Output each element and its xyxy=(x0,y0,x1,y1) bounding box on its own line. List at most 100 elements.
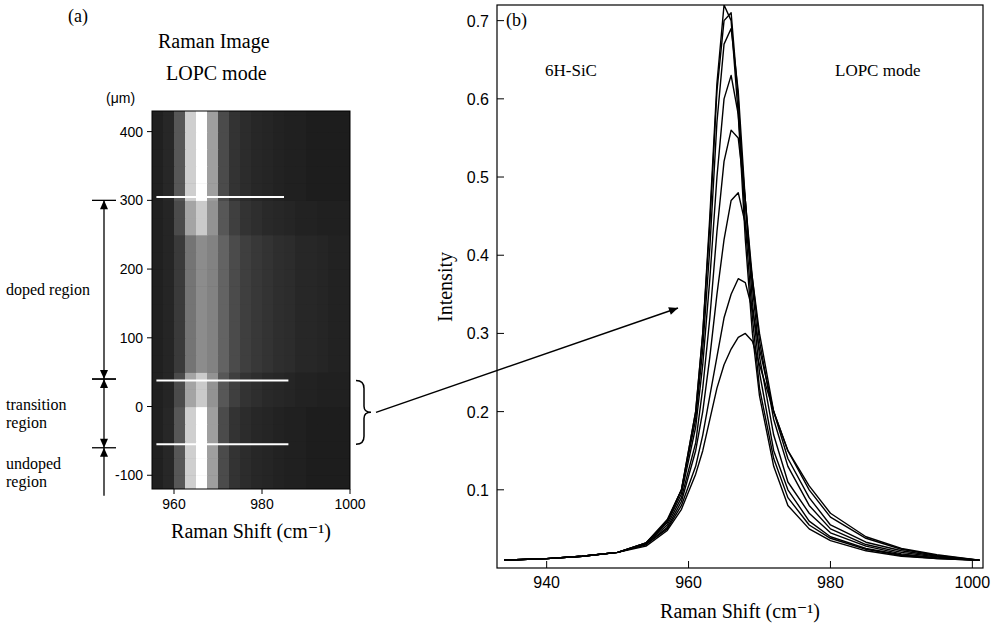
region-label-line: transition xyxy=(6,396,66,413)
image-cell xyxy=(218,200,230,218)
y-tick xyxy=(147,200,152,201)
y-tick-label: 0.7 xyxy=(467,13,489,30)
image-cell xyxy=(262,235,274,253)
image-cell xyxy=(196,475,208,489)
image-cell xyxy=(339,475,350,489)
x-tick xyxy=(350,489,351,494)
image-cell xyxy=(207,424,219,442)
image-cell xyxy=(306,111,318,115)
image-cell xyxy=(284,218,296,236)
image-cell xyxy=(284,252,296,270)
image-cell xyxy=(185,269,197,287)
image-cell xyxy=(273,286,285,304)
image-cell xyxy=(328,355,340,373)
image-cell xyxy=(262,252,274,270)
image-cell xyxy=(240,338,252,356)
image-cell xyxy=(207,269,219,287)
image-cell xyxy=(306,183,318,201)
image-cell xyxy=(339,458,350,476)
image-cell xyxy=(240,458,252,476)
image-cell xyxy=(185,235,197,253)
y-tick xyxy=(497,411,504,412)
image-cell xyxy=(218,166,230,184)
image-cell xyxy=(306,338,318,356)
image-cell xyxy=(229,149,241,167)
image-cell xyxy=(163,407,175,425)
image-cell xyxy=(295,269,307,287)
image-cell xyxy=(251,114,263,132)
image-cell xyxy=(328,252,340,270)
image-cell xyxy=(339,200,350,218)
image-cell xyxy=(262,355,274,373)
image-cell xyxy=(218,132,230,150)
image-cell xyxy=(317,149,329,167)
image-cell xyxy=(328,114,340,132)
image-cell xyxy=(229,235,241,253)
image-ground xyxy=(152,111,350,489)
image-cell xyxy=(196,458,208,476)
y-tick-label: 0.3 xyxy=(467,325,489,342)
image-cell xyxy=(273,111,285,115)
image-cell xyxy=(218,111,230,115)
image-cell xyxy=(251,286,263,304)
image-cell xyxy=(295,132,307,150)
image-cell xyxy=(251,269,263,287)
image-cell xyxy=(196,407,208,425)
image-cell xyxy=(163,303,175,321)
image-cell xyxy=(262,338,274,356)
image-cell xyxy=(295,111,307,115)
image-cell xyxy=(306,407,318,425)
pointer-arrow xyxy=(376,308,678,412)
y-tick xyxy=(497,333,504,334)
x-tick-label: 980 xyxy=(250,496,274,512)
image-cell xyxy=(207,286,219,304)
image-cell xyxy=(152,475,164,489)
image-cell xyxy=(174,252,186,270)
y-tick-label: -100 xyxy=(115,467,143,483)
image-cell xyxy=(251,321,263,339)
image-cell xyxy=(339,338,350,356)
spectrum-line xyxy=(504,279,979,561)
image-cell xyxy=(229,166,241,184)
image-cell xyxy=(273,252,285,270)
image-cell xyxy=(163,475,175,489)
image-cell xyxy=(317,338,329,356)
image-cell xyxy=(339,114,350,132)
image-cell xyxy=(163,149,175,167)
spectrum-line xyxy=(504,13,979,560)
image-cell xyxy=(229,355,241,373)
image-cell xyxy=(339,303,350,321)
x-tick xyxy=(830,561,831,568)
image-cell xyxy=(339,355,350,373)
image-cell xyxy=(339,389,350,407)
image-plot xyxy=(152,111,350,489)
image-cell xyxy=(284,286,296,304)
image-cell xyxy=(174,338,186,356)
image-cell xyxy=(262,114,274,132)
spectrum-line xyxy=(504,5,979,560)
image-cell xyxy=(152,338,164,356)
image-cell xyxy=(240,407,252,425)
image-cell xyxy=(174,149,186,167)
region-arrowhead xyxy=(100,439,108,448)
image-cell xyxy=(284,269,296,287)
image-cell xyxy=(306,166,318,184)
image-cell xyxy=(196,424,208,442)
image-cell xyxy=(273,149,285,167)
image-cell xyxy=(251,235,263,253)
x-tick xyxy=(174,489,175,494)
x-tick xyxy=(262,489,263,494)
image-cell xyxy=(262,321,274,339)
image-cell xyxy=(240,303,252,321)
image-cell xyxy=(251,200,263,218)
x-tick-label: 960 xyxy=(162,496,186,512)
image-cell xyxy=(317,303,329,321)
y-tick xyxy=(497,20,504,21)
image-cell xyxy=(295,321,307,339)
image-cell xyxy=(229,321,241,339)
image-cell xyxy=(284,200,296,218)
image-cell xyxy=(196,183,208,201)
x-tick xyxy=(972,561,973,568)
image-cell xyxy=(339,149,350,167)
image-cell xyxy=(284,475,296,489)
